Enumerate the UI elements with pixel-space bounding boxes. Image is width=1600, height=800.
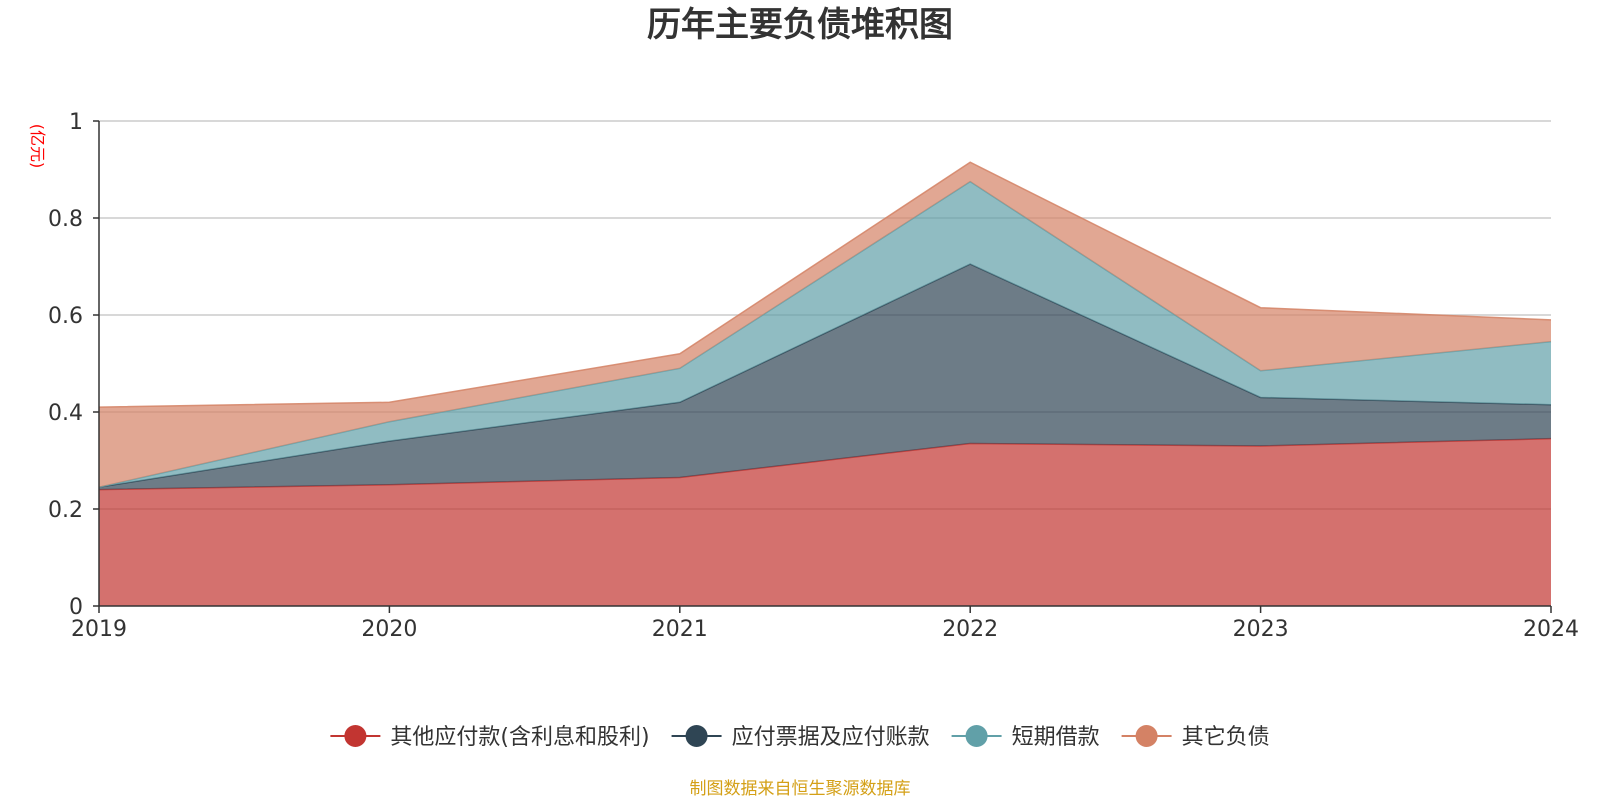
area-series-2 [99,181,1551,488]
area-series-1 [99,264,1551,490]
x-tick-label-2021: 2021 [652,617,708,642]
area-series [98,161,1552,606]
legend-item-1[interactable]: 应付票据及应付账款 [671,725,930,750]
y-tick-label-1: 1 [69,110,83,135]
x-tick-label-2024: 2024 [1523,617,1579,642]
area-series-0 [99,438,1551,606]
legend[interactable]: 其他应付款(含利息和股利) 应付票据及应付账款 短期借款 其它负债 [330,725,1270,750]
x-tick-label-2019: 2019 [71,617,127,642]
y-axis-unit-label: (亿元) [28,124,47,169]
legend-item-3[interactable]: 其它负债 [1121,725,1270,750]
series-line-3 [98,161,1552,408]
y-tick-label-0.2: 0.2 [48,498,83,523]
legend-marker-1 [685,725,708,747]
data-source-note: 制图数据来自恒生聚源数据库 [689,779,911,799]
x-tick-label-2023: 2023 [1233,617,1289,642]
legend-label-0: 其他应付款(含利息和股利) [390,725,649,750]
x-tick-label-2022: 2022 [942,617,998,642]
y-tick-label-0.6: 0.6 [48,304,83,329]
legend-item-0[interactable]: 其他应付款(含利息和股利) [330,725,650,750]
x-tick-label-2020: 2020 [361,617,417,642]
chart-title: 历年主要负债堆积图 [647,5,953,45]
legend-label-2: 短期借款 [1012,725,1100,750]
y-tick-label-0.8: 0.8 [48,207,83,232]
axes: 0 0.2 0.4 0.6 0.8 1 2019 2020 2021 2022 2023 2024 (亿… [28,110,1579,642]
legend-marker-2 [965,725,988,747]
area-series-3 [99,162,1551,488]
y-tick-label-0.4: 0.4 [48,401,83,426]
legend-marker-3 [1135,725,1158,747]
legend-item-2[interactable]: 短期借款 [951,725,1100,750]
legend-label-1: 应付票据及应付账款 [732,725,930,750]
y-tick-label-0: 0 [69,595,83,620]
legend-marker-0 [344,725,367,747]
legend-label-3: 其它负债 [1182,725,1270,750]
